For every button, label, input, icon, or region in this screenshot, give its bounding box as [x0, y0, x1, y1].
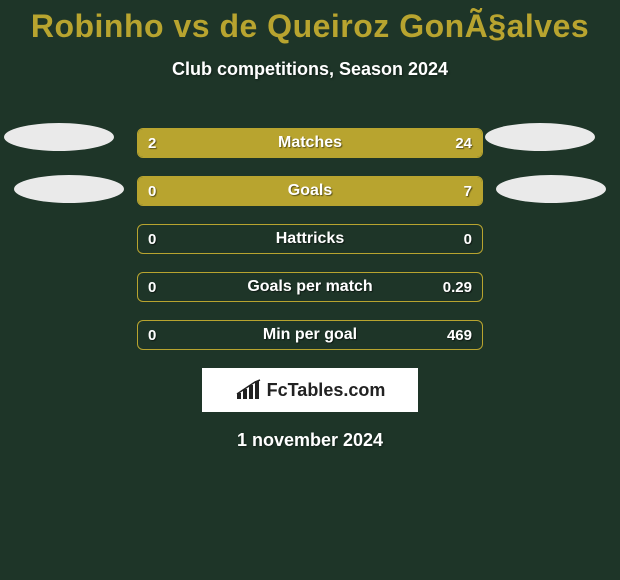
metric-row: 00.29Goals per match [137, 272, 483, 302]
fctables-logo[interactable]: FcTables.com [202, 368, 418, 412]
date-label: 1 november 2024 [0, 430, 620, 451]
player-right-avatar [485, 123, 595, 151]
metric-label: Matches [138, 129, 482, 157]
player-left-avatar [4, 123, 114, 151]
metric-rows: 224Matches 07Goals 00Hattricks 00.29Goals p… [137, 128, 483, 350]
chart-icon [235, 379, 261, 401]
metric-label: Goals per match [138, 273, 482, 301]
metric-label: Min per goal [138, 321, 482, 349]
metric-row: 224Matches [137, 128, 483, 158]
metric-row: 07Goals [137, 176, 483, 206]
player-left-avatar-2 [14, 175, 124, 203]
subtitle: Club competitions, Season 2024 [0, 59, 620, 80]
metric-row: 00Hattricks [137, 224, 483, 254]
player-right-avatar-2 [496, 175, 606, 203]
comparison-card: Robinho vs de Queiroz GonÃ§alves Club co… [0, 0, 620, 580]
metric-row: 0469Min per goal [137, 320, 483, 350]
page-title: Robinho vs de Queiroz GonÃ§alves [0, 0, 620, 45]
logo-text: FcTables.com [267, 380, 386, 401]
metric-label: Hattricks [138, 225, 482, 253]
metric-label: Goals [138, 177, 482, 205]
